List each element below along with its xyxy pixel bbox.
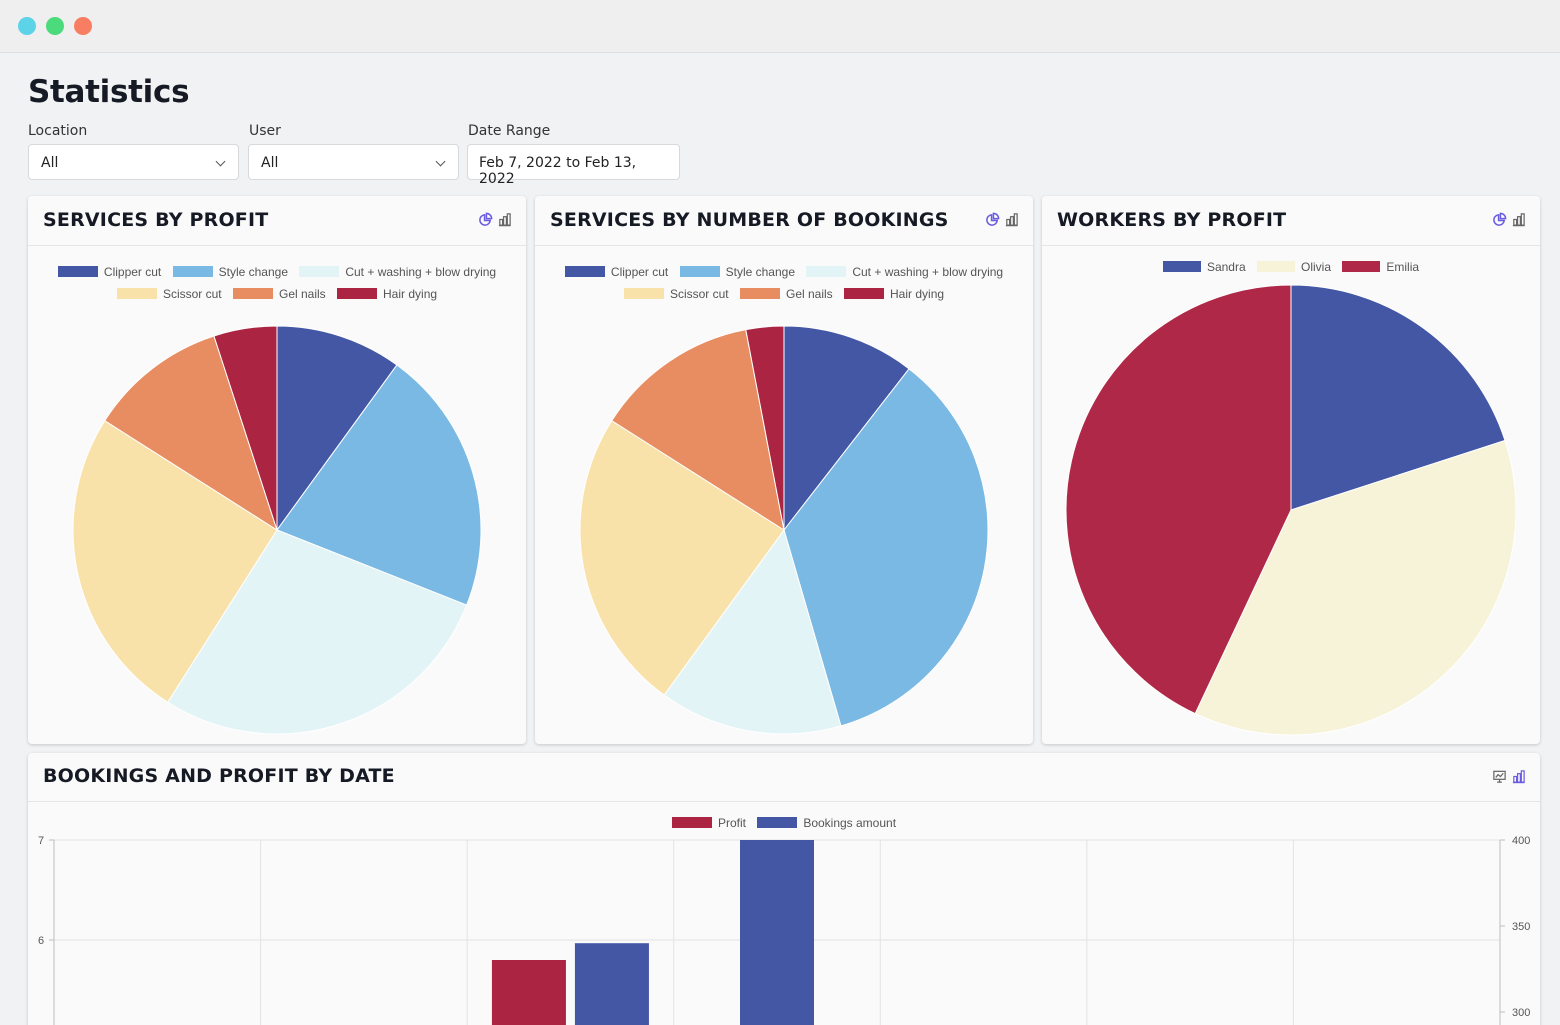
card-title: BOOKINGS AND PROFIT BY DATE (43, 765, 395, 787)
right-tick-label: 400 (1512, 835, 1530, 847)
services-bookings-slice[interactable] (783, 325, 910, 532)
chart-type-switcher (1492, 769, 1526, 784)
chart-type-switcher (985, 212, 1019, 227)
bar-chart-icon[interactable] (1511, 212, 1526, 227)
user-select-value: All (261, 155, 279, 171)
services-profit-pie (72, 325, 482, 735)
chart-legend: Sandra Olivia Emilia (1042, 256, 1540, 278)
chevron-down-icon (215, 156, 226, 167)
workers-profit-pie (1065, 284, 1517, 736)
chart-type-switcher (478, 212, 512, 227)
window-minimize-button[interactable] (46, 17, 64, 35)
legend-item[interactable]: Gel nails (232, 283, 326, 305)
legend-item[interactable]: Bookings amount (757, 812, 896, 834)
services-by-profit-card: SERVICES BY PROFIT Clipper cut Style cha… (28, 196, 526, 744)
bar-chart-icon[interactable] (1511, 769, 1526, 784)
card-header: SERVICES BY NUMBER OF BOOKINGS (535, 196, 1033, 246)
card-title: SERVICES BY PROFIT (43, 209, 269, 231)
chart-legend: Clipper cut Style change Cut + washing +… (535, 261, 1033, 305)
services-bookings-slice[interactable] (611, 329, 785, 532)
services-bookings-slice[interactable] (579, 420, 785, 696)
bookings-profit-bar-chart: 7 6 400 350 300 (38, 835, 1530, 1025)
card-header: SERVICES BY PROFIT (28, 196, 526, 246)
legend-item[interactable]: Hair dying (337, 283, 437, 305)
user-select[interactable]: All (248, 144, 459, 180)
page-title: Statistics (28, 74, 190, 110)
right-tick-label: 300 (1512, 1007, 1530, 1019)
pie-chart-icon[interactable] (478, 212, 493, 227)
location-select-value: All (41, 155, 59, 171)
legend-item[interactable]: Style change (172, 261, 288, 283)
legend-item[interactable]: Hair dying (844, 283, 944, 305)
services-profit-slice[interactable] (104, 335, 278, 532)
location-select[interactable]: All (28, 144, 239, 180)
legend-item[interactable]: Scissor cut (116, 283, 222, 305)
services-bookings-slice[interactable] (745, 325, 785, 531)
line-chart-icon[interactable] (1492, 769, 1507, 784)
pie-chart-icon[interactable] (1492, 212, 1507, 227)
services-profit-slice[interactable] (213, 325, 278, 531)
legend-item[interactable]: Olivia (1257, 256, 1331, 278)
bookings-bar (574, 943, 649, 1025)
services-by-bookings-card: SERVICES BY NUMBER OF BOOKINGS Clipper c… (535, 196, 1033, 744)
legend-item[interactable]: Style change (679, 261, 795, 283)
legend-item[interactable]: Cut + washing + blow drying (299, 261, 496, 283)
chart-legend: Clipper cut Style change Cut + washing +… (28, 261, 526, 305)
services-profit-slice[interactable] (276, 364, 482, 606)
bar-chart-icon[interactable] (1004, 212, 1019, 227)
bar-chart-icon[interactable] (497, 212, 512, 227)
right-tick-label: 350 (1512, 921, 1530, 933)
legend-item[interactable]: Emilia (1342, 256, 1419, 278)
services-profit-slice[interactable] (72, 420, 278, 703)
legend-item[interactable]: Clipper cut (57, 261, 161, 283)
bookings-profit-by-date-card: BOOKINGS AND PROFIT BY DATE Profit Booki… (28, 753, 1540, 1025)
chevron-down-icon (435, 156, 446, 167)
left-tick-label: 6 (38, 935, 44, 947)
card-title: WORKERS BY PROFIT (1057, 209, 1287, 231)
window-close-button[interactable] (18, 17, 36, 35)
workers-profit-slice[interactable] (1065, 284, 1292, 715)
legend-item[interactable]: Scissor cut (623, 283, 729, 305)
services-profit-slice[interactable] (167, 529, 468, 735)
user-label: User (249, 123, 281, 139)
card-header: BOOKINGS AND PROFIT BY DATE (28, 753, 1540, 802)
pie-chart-icon[interactable] (985, 212, 1000, 227)
services-profit-slice[interactable] (276, 325, 398, 532)
services-bookings-pie (579, 325, 989, 735)
date-range-input[interactable]: Feb 7, 2022 to Feb 13, 2022 (467, 144, 680, 187)
workers-profit-slice[interactable] (1290, 284, 1506, 511)
location-label: Location (28, 123, 88, 139)
legend-item[interactable]: Profit (671, 812, 746, 834)
profit-bar (491, 960, 566, 1025)
legend-item[interactable]: Gel nails (739, 283, 833, 305)
services-bookings-slice[interactable] (663, 528, 842, 735)
legend-item[interactable]: Cut + washing + blow drying (806, 261, 1003, 283)
left-tick-label: 7 (38, 835, 44, 847)
date-range-value: Feb 7, 2022 to Feb 13, 2022 (479, 155, 637, 187)
chart-legend: Profit Bookings amount (28, 812, 1540, 834)
services-bookings-slice[interactable] (783, 368, 989, 727)
workers-by-profit-card: WORKERS BY PROFIT Sandra Olivia Emilia (1042, 196, 1540, 744)
legend-item[interactable]: Sandra (1162, 256, 1246, 278)
workers-profit-slice[interactable] (1194, 439, 1517, 736)
bookings-bar (740, 840, 814, 1025)
window-zoom-button[interactable] (74, 17, 92, 35)
legend-item[interactable]: Clipper cut (564, 261, 668, 283)
card-title: SERVICES BY NUMBER OF BOOKINGS (550, 209, 949, 231)
chart-type-switcher (1492, 212, 1526, 227)
window-titlebar (0, 0, 1560, 53)
date-range-label: Date Range (468, 123, 551, 139)
card-header: WORKERS BY PROFIT (1042, 196, 1540, 246)
